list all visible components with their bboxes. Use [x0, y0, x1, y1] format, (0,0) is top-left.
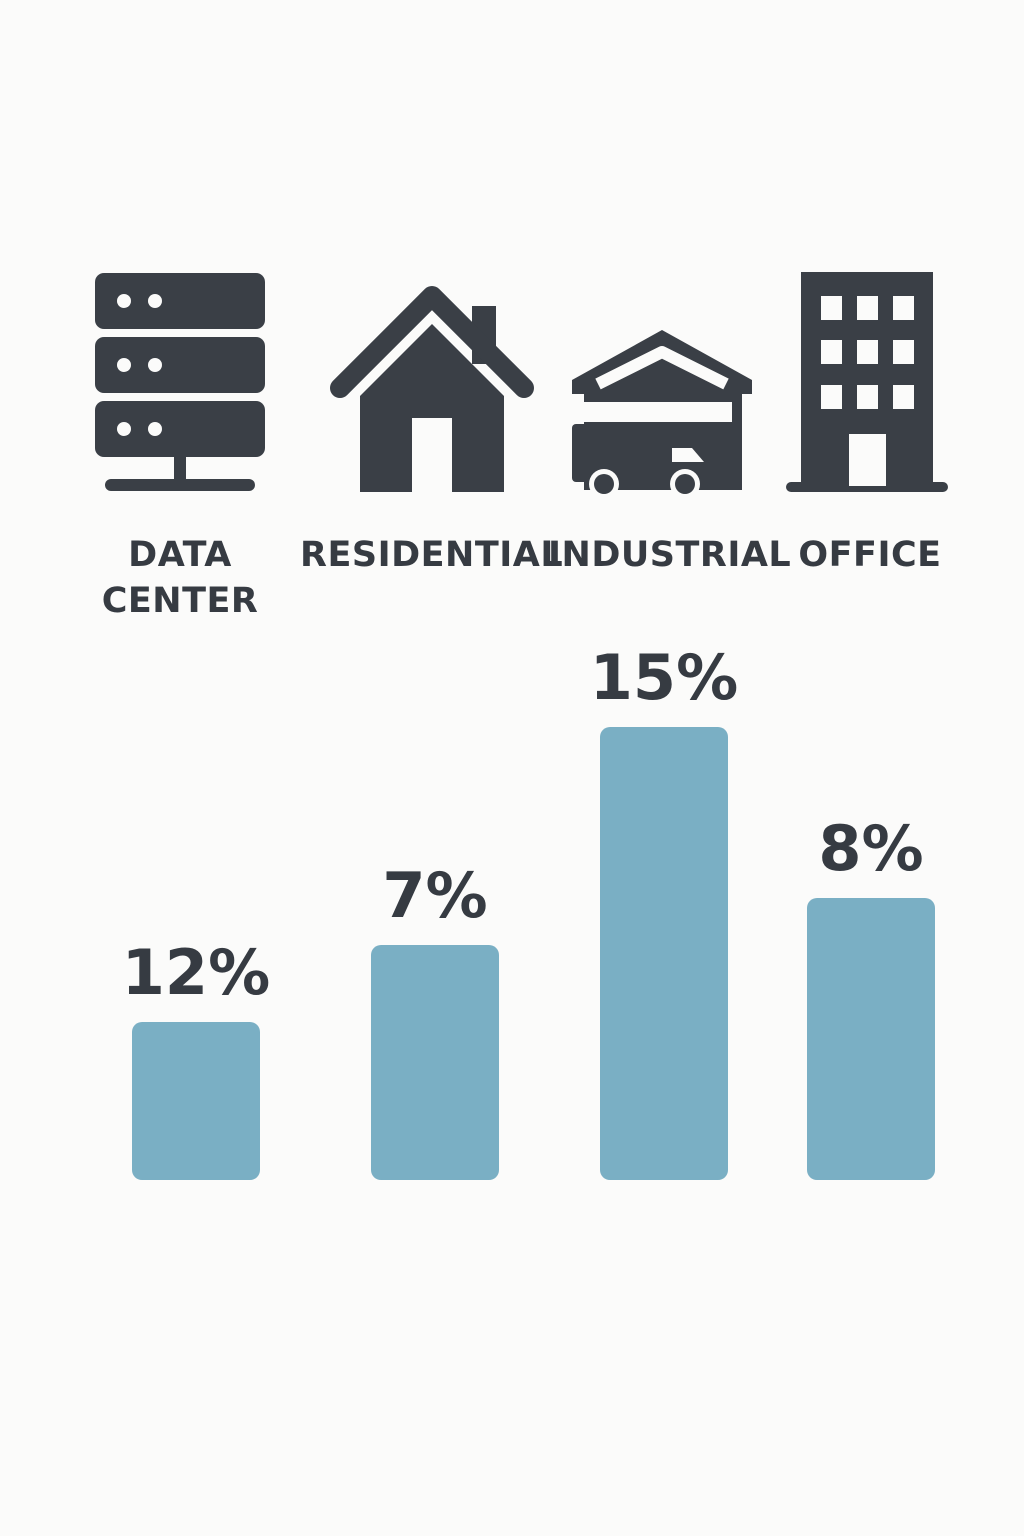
bar-office: [807, 898, 935, 1180]
value-label-residential: 7%: [382, 859, 487, 932]
category-label-industrial: INDUSTRIAL: [548, 535, 792, 575]
bar-industrial: [600, 727, 728, 1180]
bar-residential: [371, 945, 499, 1180]
category-label-data-center: DATA CENTER: [101, 535, 259, 621]
warehouse-truck-icon: [572, 330, 752, 499]
value-label-industrial: 15%: [590, 641, 738, 714]
value-label-office: 8%: [818, 812, 923, 885]
office-building-icon: [786, 272, 948, 492]
value-label-data-center: 12%: [122, 936, 270, 1009]
icon-row: [95, 272, 948, 499]
server-rack-icon: [95, 273, 265, 491]
value-labels: 12% 7% 15% 8%: [122, 641, 924, 1009]
bar-data-center: [132, 1022, 260, 1180]
house-icon: [330, 286, 534, 492]
bars: [132, 727, 935, 1180]
category-label-office: OFFICE: [798, 535, 942, 575]
category-label-residential: RESIDENTIAL: [300, 535, 564, 575]
